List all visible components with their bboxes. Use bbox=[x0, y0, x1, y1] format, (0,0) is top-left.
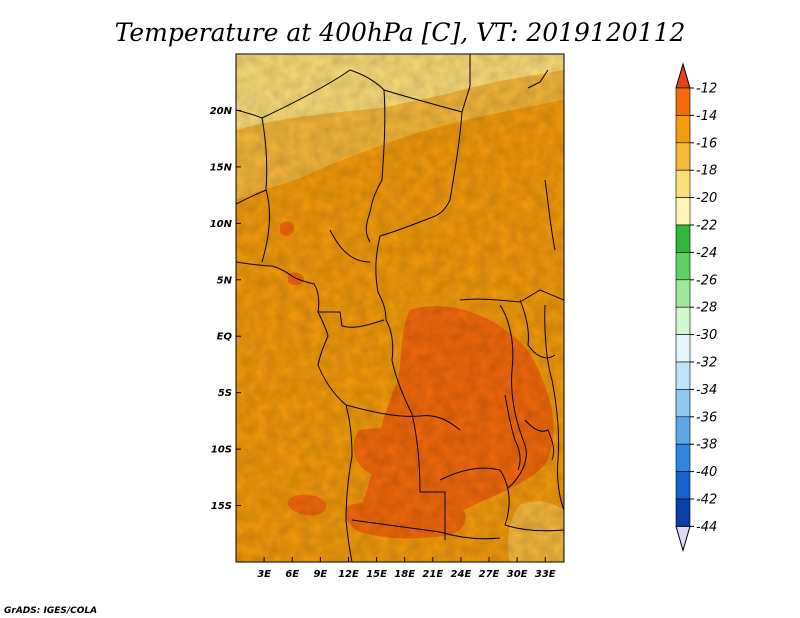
colorbar-label: -22 bbox=[696, 219, 717, 234]
colorbar-swatch bbox=[675, 443, 691, 472]
colorbar-label: -36 bbox=[696, 410, 717, 425]
colorbar-label: -34 bbox=[696, 383, 717, 398]
y-tick-label: 10S bbox=[211, 445, 232, 456]
map-boundaries bbox=[236, 54, 564, 562]
x-tick-label: 21E bbox=[422, 569, 443, 580]
x-tick-label: 3E bbox=[257, 569, 271, 580]
x-tick-label: 15E bbox=[366, 569, 387, 580]
colorbar-swatch bbox=[675, 197, 691, 226]
colorbar-label: -14 bbox=[696, 109, 717, 124]
colorbar-swatch bbox=[675, 334, 691, 363]
colorbar-label: -30 bbox=[696, 328, 717, 343]
colorbar-swatch bbox=[675, 142, 691, 171]
x-tick-label: 18E bbox=[394, 569, 415, 580]
y-axis: 20N 15N 10N 5N EQ 5S 10S 15S bbox=[210, 106, 241, 512]
x-tick-label: 6E bbox=[285, 569, 299, 580]
x-tick-label: 30E bbox=[507, 569, 528, 580]
colorbar-swatch bbox=[675, 224, 691, 253]
credit-text: GrADS: IGES/COLA bbox=[4, 606, 97, 616]
y-tick-label: EQ bbox=[217, 332, 233, 343]
colorbar-label: -26 bbox=[696, 273, 717, 288]
colorbar-swatch bbox=[675, 471, 691, 500]
y-tick-label: 15N bbox=[210, 162, 233, 173]
x-tick-label: 12E bbox=[338, 569, 359, 580]
y-tick-label: 5S bbox=[218, 388, 232, 399]
colorbar-swatch bbox=[675, 306, 691, 335]
colorbar-swatch bbox=[675, 416, 691, 445]
x-tick-label: 27E bbox=[479, 569, 500, 580]
x-tick-label: 24E bbox=[451, 569, 472, 580]
x-axis: 3E 6E 9E 12E 15E 18E 21E 24E 27E 30E 33E bbox=[257, 557, 556, 580]
colorbar-swatch bbox=[675, 169, 691, 198]
chart-title: Temperature at 400hPa [C], VT: 201912011… bbox=[115, 18, 686, 47]
x-tick-label: 33E bbox=[535, 569, 556, 580]
y-tick-label: 5N bbox=[217, 275, 233, 286]
colorbar-label: -12 bbox=[696, 82, 717, 97]
colorbar-label: -32 bbox=[696, 356, 717, 371]
y-tick-label: 10N bbox=[210, 219, 233, 230]
y-tick-label: 20N bbox=[210, 106, 233, 117]
colorbar-arrow-top bbox=[675, 62, 691, 89]
colorbar-label: -42 bbox=[696, 493, 717, 508]
colorbar-swatch bbox=[675, 279, 691, 308]
colorbar-label: -38 bbox=[696, 438, 717, 453]
colorbar-label: -16 bbox=[696, 136, 717, 151]
colorbar-label: -44 bbox=[696, 520, 717, 535]
plot-frame bbox=[235, 53, 565, 563]
colorbar: -12 -14 -16 -18 -20 -22 -24 -26 -28 -30 -32 -34 -36 -… bbox=[675, 62, 717, 553]
y-tick-label: 15S bbox=[211, 501, 232, 512]
colorbar-swatch bbox=[675, 115, 691, 144]
colorbar-swatch bbox=[675, 361, 691, 390]
colorbar-swatch bbox=[675, 87, 691, 116]
colorbar-label: -20 bbox=[696, 191, 717, 206]
plot-area bbox=[236, 54, 564, 562]
colorbar-label: -18 bbox=[696, 164, 717, 179]
colorbar-label: -24 bbox=[696, 246, 717, 261]
colorbar-swatch bbox=[675, 389, 691, 418]
colorbar-arrow-bottom bbox=[675, 525, 691, 553]
x-tick-label: 9E bbox=[313, 569, 327, 580]
colorbar-label: -40 bbox=[696, 465, 717, 480]
colorbar-label: -28 bbox=[696, 301, 717, 316]
colorbar-swatch bbox=[675, 498, 691, 527]
colorbar-swatch bbox=[675, 252, 691, 281]
